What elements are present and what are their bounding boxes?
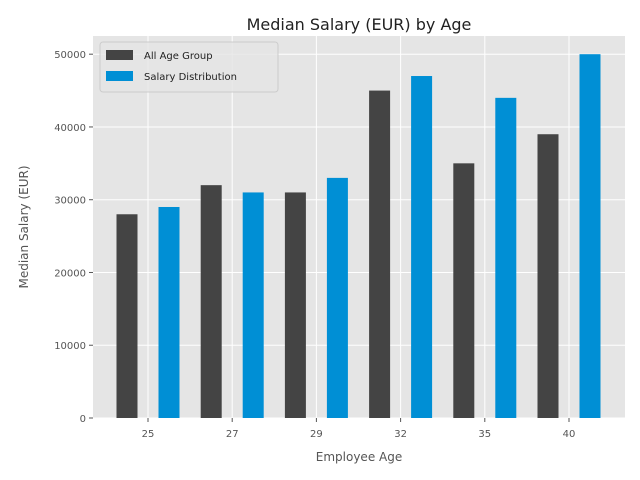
bar-32-series-0 <box>369 90 391 419</box>
y-tick-label: 50000 <box>54 50 86 61</box>
x-tick-label: 35 <box>478 429 491 440</box>
y-tick-label: 30000 <box>54 196 86 207</box>
legend-swatch <box>106 50 133 60</box>
bar-27-series-1 <box>242 192 264 418</box>
y-tick-label: 40000 <box>54 123 86 134</box>
plot-background <box>93 36 625 418</box>
x-axis-label: Employee Age <box>316 450 402 464</box>
y-tick-label: 10000 <box>54 341 86 352</box>
bar-29-series-0 <box>284 192 306 418</box>
legend-label: Salary Distribution <box>144 72 237 83</box>
bar-35-series-1 <box>495 97 517 418</box>
legend-box <box>99 41 279 93</box>
bar-25-series-0 <box>116 214 138 418</box>
bar-40-series-0 <box>537 134 559 418</box>
x-tick-label: 29 <box>310 429 323 440</box>
x-axis-ticks: 25 27 29 32 35 40 <box>142 418 576 440</box>
y-tick-label: 0 <box>80 414 86 425</box>
chart-title: Median Salary (EUR) by Age <box>247 15 472 34</box>
bar-32-series-1 <box>411 76 433 419</box>
x-tick-label: 32 <box>394 429 407 440</box>
grid-lines <box>93 36 625 419</box>
bars-group <box>116 54 601 419</box>
bar-29-series-1 <box>326 177 348 418</box>
legend-swatch <box>106 71 133 81</box>
bar-35-series-0 <box>453 163 475 418</box>
bar-25-series-1 <box>158 206 180 418</box>
y-axis-ticks: 0 10000 20000 30000 40000 50000 <box>54 50 93 425</box>
bar-40-series-1 <box>579 54 601 418</box>
x-tick-label: 25 <box>142 429 155 440</box>
legend-label: All Age Group <box>144 51 213 62</box>
y-axis-label: Median Salary (EUR) <box>17 165 31 288</box>
x-tick-label: 40 <box>563 429 576 440</box>
bar-27-series-0 <box>200 185 222 418</box>
legend: All Age Group Salary Distribution <box>99 41 279 93</box>
y-tick-label: 20000 <box>54 268 86 279</box>
x-tick-label: 27 <box>226 429 239 440</box>
